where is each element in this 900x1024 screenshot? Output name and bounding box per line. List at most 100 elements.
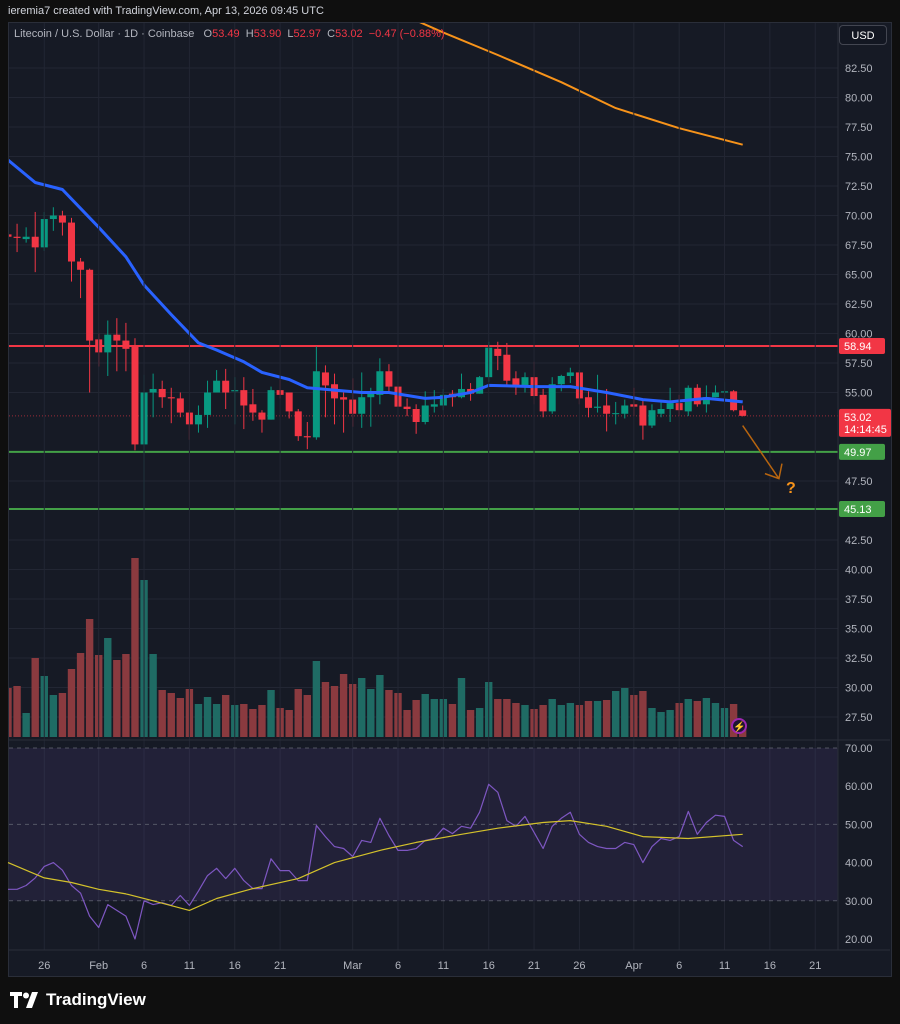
candle-body [430,404,438,407]
rsi-tick-label: 30.00 [845,896,873,908]
rsi-tick-label: 50.00 [845,819,873,831]
last-price-badge [839,408,891,437]
rsi-tick-label: 60.00 [845,781,873,793]
currency-button[interactable]: USD [839,25,887,45]
volume-bar [203,697,212,737]
time-tick-label: 21 [274,960,286,972]
rsi-line [8,783,744,940]
price-tick-label: 32.50 [845,653,873,665]
candle-body [131,345,139,445]
high-label: H [245,28,254,40]
candle-body [258,412,266,420]
candle-body [213,380,221,393]
price-badge [839,443,885,460]
price-tick-label: 40.00 [845,565,873,577]
candle-body [340,397,348,400]
price-tick-label: 62.50 [845,299,873,311]
tradingview-logo: TradingView [10,990,146,1010]
price-tick-label: 35.00 [845,624,873,636]
volume-bar [412,700,420,737]
sma-line [9,158,743,404]
candle-body [494,348,502,356]
volume-bar [376,675,384,737]
candle-body [249,404,257,413]
candle-body [77,261,85,270]
volume-bar [131,558,139,737]
volume-bar [267,690,275,737]
candle-body [240,390,248,406]
candle-body [548,384,556,412]
candle-body [267,390,275,420]
volume-bar [430,699,438,737]
volume-bar [294,689,302,737]
candle-body [158,388,166,398]
volume-bar [385,690,393,737]
ma200-line [419,23,743,146]
rsi-ma-line [7,820,743,911]
price-tick-label: 55.00 [845,388,873,400]
volume-bar [76,653,85,737]
price-tick-label: 60.00 [845,329,873,341]
volume-bar [104,638,112,737]
candle-body [412,409,420,422]
last-price-label: 53.02 [844,412,872,424]
close-label: C [327,28,336,40]
candle-body [204,392,212,415]
candle-body [639,405,647,426]
volume-bar [648,708,656,737]
candle-body [58,215,66,223]
volume-bar [303,695,312,737]
volume-bar [593,701,602,737]
time-tick-label: 16 [764,960,776,972]
candle-body [22,236,30,240]
candle-body [594,406,602,408]
price-tick-label: 80.00 [845,93,873,105]
price-tick-label: 70.00 [845,211,873,223]
volume-bar [403,710,411,737]
volume-bar [31,658,39,737]
candle-body [376,371,384,395]
candle-body [421,405,429,422]
volume-bar [557,705,565,737]
low-label: L [287,28,294,40]
candle-body [367,393,375,398]
candle-body [294,411,302,437]
chart-frame[interactable] [8,22,892,977]
volume-bar [521,705,529,737]
candle-body [49,215,57,220]
volume-bar [666,710,674,737]
candle-body [176,398,184,413]
candle-body [385,371,393,387]
lightning-icon[interactable]: ⚡ [731,718,747,734]
price-tick-label: 77.50 [845,122,873,134]
time-tick-label: 26 [573,960,585,972]
open-label: O [203,28,213,40]
price-tick-label: 47.50 [845,476,873,488]
candle-body [403,406,411,410]
countdown-label: 14:14:45 [844,424,887,436]
time-tick-label: 11 [719,960,730,972]
volume-bar [149,654,157,737]
time-tick-label: Mar [343,960,362,972]
volume-bar [693,701,702,737]
volume-bar [330,686,339,737]
volume-bar [67,669,76,737]
candle-body [503,354,511,381]
candle-body [194,414,202,425]
volume-bar [285,710,293,737]
candle-body [539,394,547,412]
chart-credit: ieremia7 created with TradingView.com, A… [8,5,324,17]
price-tick-label: 72.50 [845,181,873,193]
candle-body [603,405,611,414]
candle-body [285,392,293,412]
candle-body [512,378,520,387]
volume-bar [367,689,375,737]
candle-body [476,377,484,394]
volume-bar [466,710,475,737]
price-badge-label: 45.13 [844,504,872,516]
price-tick-label: 65.00 [845,270,873,282]
volume-bar [711,703,720,737]
candle-body [122,340,130,349]
volume-bar [312,661,321,737]
